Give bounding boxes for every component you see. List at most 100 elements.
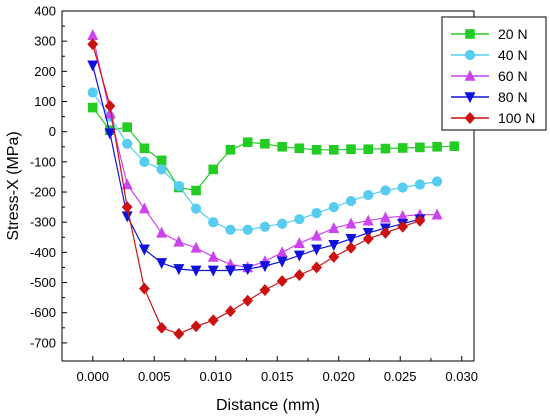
data-point (328, 222, 340, 234)
data-point (208, 164, 219, 175)
data-point (432, 141, 442, 152)
data-point (121, 178, 133, 190)
data-point (138, 202, 150, 214)
series-100-n (87, 38, 426, 340)
data-point (138, 282, 150, 295)
data-point (415, 142, 425, 153)
data-point (328, 202, 339, 213)
y-tick-label: -500 (30, 275, 56, 290)
y-tick-label: -400 (30, 245, 56, 260)
data-point (225, 305, 236, 318)
legend-marker (464, 92, 476, 104)
data-point (104, 107, 116, 119)
data-point (225, 224, 236, 235)
data-point (104, 128, 116, 140)
data-point (190, 265, 202, 277)
data-point (380, 226, 391, 239)
series-line (92, 65, 421, 272)
data-point (397, 182, 408, 193)
data-point (225, 265, 236, 277)
y-tick-label: -600 (30, 305, 56, 320)
series-layer (87, 28, 460, 340)
x-tick-label: 0.000 (76, 369, 109, 384)
data-point (431, 208, 443, 220)
y-tick-label: -700 (30, 335, 56, 350)
data-point (362, 232, 374, 245)
data-point (122, 122, 132, 132)
data-point (380, 143, 391, 154)
legend-entry: 60 N (451, 68, 528, 84)
data-point (156, 321, 168, 334)
data-point (138, 244, 150, 256)
data-point (345, 195, 357, 207)
x-tick-label: 0.025 (384, 369, 417, 384)
series-40-n (87, 87, 443, 235)
x-tick-label: 0.005 (138, 369, 171, 384)
data-point (173, 235, 185, 247)
data-point (259, 221, 271, 232)
legend-marker (464, 69, 476, 81)
data-point (311, 244, 323, 256)
data-point (190, 320, 202, 333)
legend-label: 80 N (498, 89, 528, 105)
y-tick-label: -300 (30, 215, 56, 230)
legend-marker (465, 29, 475, 39)
data-point (311, 208, 322, 219)
legend-label: 40 N (498, 47, 528, 63)
data-point (173, 180, 184, 192)
data-point (277, 141, 287, 152)
series-line (92, 107, 455, 192)
data-point (207, 250, 219, 262)
y-tick-label: 400 (34, 4, 56, 19)
series-80-n (87, 60, 426, 277)
data-point (87, 60, 99, 72)
data-point (363, 189, 374, 201)
y-axis-ticks: -700 -600 -500 -400 -300 -200 -100 0 100 200 300 40… (30, 4, 67, 350)
legend-entry: 40 N (451, 47, 528, 63)
data-point (345, 217, 357, 229)
data-point (380, 185, 391, 196)
data-point (104, 100, 116, 112)
data-point (156, 226, 168, 238)
data-point (363, 144, 374, 154)
data-point (311, 229, 323, 241)
data-point (121, 201, 133, 214)
plot-frame (61, 10, 475, 362)
data-point (362, 214, 374, 226)
data-point (276, 256, 288, 268)
data-point (242, 137, 253, 148)
data-point (260, 138, 270, 149)
data-point (207, 265, 219, 277)
legend-marker (464, 112, 476, 124)
y-tick-label: -200 (30, 185, 56, 200)
data-point (397, 143, 408, 153)
y-tick-label: 200 (34, 64, 56, 79)
data-point (345, 241, 357, 254)
data-point (139, 143, 150, 154)
data-point (173, 327, 185, 340)
data-point (190, 203, 202, 214)
data-point (293, 269, 305, 281)
data-point (121, 211, 133, 223)
data-point (328, 144, 339, 155)
x-tick-label: 0.015 (261, 369, 294, 384)
data-point (293, 250, 305, 262)
data-point (87, 38, 99, 51)
y-tick-label: 0 (49, 124, 56, 139)
legend: 20 N 40 N 60 N 80 N 100 N (441, 16, 547, 131)
legend-label: 20 N (498, 26, 528, 42)
data-point (449, 141, 460, 151)
data-point (277, 218, 288, 229)
data-point (242, 224, 253, 235)
data-point (379, 211, 391, 223)
data-point (293, 237, 305, 249)
data-point (156, 155, 167, 166)
x-axis-ticks: 0.000 0.005 0.010 0.015 0.020 0.025 0.030 (76, 356, 478, 384)
x-tick-label: 0.030 (445, 369, 478, 384)
legend-entry: 100 N (451, 110, 535, 126)
data-point (397, 220, 409, 233)
legend-entry: 80 N (451, 89, 528, 105)
data-point (122, 138, 133, 149)
data-point (311, 144, 322, 155)
